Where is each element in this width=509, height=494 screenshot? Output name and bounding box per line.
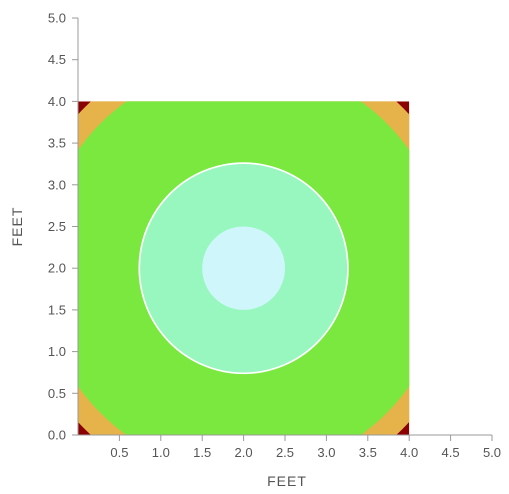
x-tick-label: 4.0 [400, 445, 418, 460]
x-tick-label: 4.5 [442, 445, 460, 460]
x-tick-label: 2.5 [276, 445, 294, 460]
y-tick-label: 5.0 [48, 11, 66, 26]
y-tick-label: 4.5 [48, 52, 66, 67]
y-axis-ticks: 0.0 0.5 1.0 1.5 2.0 2.5 3.0 3.5 4.0 4.5 5.0 [48, 11, 78, 443]
y-tick-label: 1.0 [48, 344, 66, 359]
x-tick-label: 5.0 [483, 445, 501, 460]
x-axis-ticks: 0.5 1.0 1.5 2.0 2.5 3.0 3.5 4.0 4.5 5.0 [110, 435, 501, 460]
y-tick-label: 0.0 [48, 428, 66, 443]
heatmap-field [78, 101, 410, 436]
y-tick-label: 3.5 [48, 136, 66, 151]
x-tick-label: 3.5 [359, 445, 377, 460]
y-tick-label: 2.0 [48, 261, 66, 276]
y-axis-title: FEET [9, 207, 25, 247]
x-tick-label: 2.0 [235, 445, 253, 460]
x-tick-label: 3.0 [317, 445, 335, 460]
y-tick-label: 2.5 [48, 219, 66, 234]
y-tick-label: 3.0 [48, 177, 66, 192]
x-axis-title: FEET [267, 473, 307, 489]
x-tick-label: 0.5 [110, 445, 128, 460]
y-tick-label: 0.5 [48, 386, 66, 401]
heatmap-band-5 [202, 226, 285, 310]
x-tick-label: 1.0 [152, 445, 170, 460]
x-tick-label: 1.5 [193, 445, 211, 460]
y-tick-label: 4.0 [48, 94, 66, 109]
y-tick-label: 1.5 [48, 302, 66, 317]
